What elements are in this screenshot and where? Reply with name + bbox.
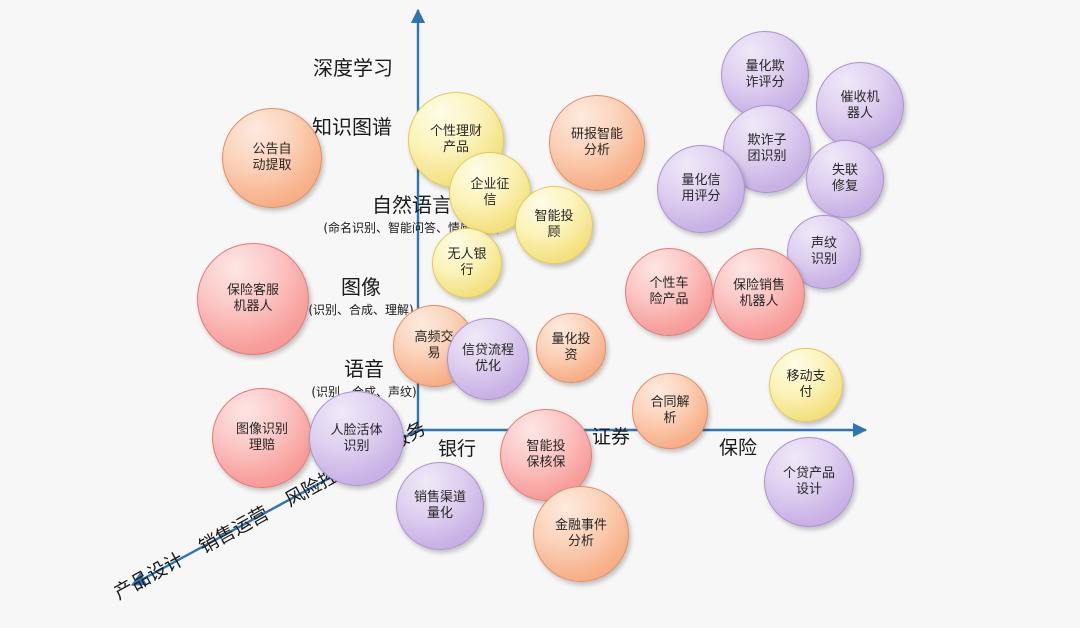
bubble-label: 量化欺 诈评分 (745, 59, 785, 90)
axis-label-nlp: 自然语言 (命名识别、智能问答、情感分析) (262, 189, 562, 236)
axis-label-image-main: 图像 (341, 275, 381, 299)
bubble-financial-event-analysis[interactable]: 金融事件 分析 (533, 486, 629, 582)
bubble-label: 图像识别 理赔 (235, 422, 288, 453)
axis-label-image-sub: (识别、合成、理解) (308, 303, 414, 317)
bubble-research-report-analysis[interactable]: 研报智能 分析 (549, 95, 645, 191)
bubble-label: 个性车 险产品 (649, 276, 689, 307)
bubble-label: 无人银行 (447, 247, 487, 278)
axis-label-image: 图像 (识别、合成、理解) (245, 271, 477, 318)
bubble-label: 金融事件 分析 (554, 518, 607, 549)
bubble-unmanned-bank[interactable]: 无人银行 (432, 228, 502, 298)
bubble-personal-auto-insurance[interactable]: 个性车 险产品 (625, 248, 713, 336)
bubble-label: 移动支付 (786, 369, 826, 400)
bubble-collection-robot[interactable]: 催收机 器人 (816, 62, 904, 150)
bubble-image-recognition-claims[interactable]: 图像识别 理赔 (212, 388, 312, 488)
axis-label-bank: 银行 (438, 438, 477, 460)
bubble-label: 个性理财 产品 (429, 124, 482, 155)
bubble-insurance-sales-robot[interactable]: 保险销售 机器人 (713, 248, 805, 340)
bubble-label: 声纹 识别 (810, 236, 837, 267)
bubble-personal-loan-product-design[interactable]: 个贷产品 设计 (764, 437, 854, 527)
bubble-quantitative-credit-scoring[interactable]: 量化信 用评分 (657, 145, 745, 233)
bubble-label: 欺诈子 团识别 (747, 133, 787, 164)
bubble-insurance-service-robot[interactable]: 保险客服 机器人 (197, 243, 309, 355)
axis-label-knowledge-graph-main: 知识图谱 (312, 115, 392, 139)
bubble-label: 量化投资 (551, 332, 591, 363)
axis-label-nlp-main: 自然语言 (372, 193, 452, 217)
axis-label-securities: 证券 (592, 426, 631, 448)
bubble-label: 保险客服 机器人 (226, 283, 279, 314)
bubble-label: 人脸活体 识别 (330, 422, 383, 454)
bubble-label: 合同解析 (650, 395, 690, 426)
axis-label-deep-learning: 深度学习 (313, 52, 393, 81)
bubble-quantitative-investment[interactable]: 量化投资 (536, 313, 606, 383)
bubble-contract-parsing[interactable]: 合同解析 (632, 373, 708, 449)
bubble-label: 智能投顾 (534, 209, 574, 240)
bubble-label: 量化信 用评分 (681, 173, 721, 204)
bubble-label: 信贷流程 优化 (461, 343, 514, 374)
bubble-label: 个贷产品 设计 (782, 466, 835, 497)
axis-label-knowledge-graph: 知识图谱 (312, 111, 392, 140)
axis-label-deep-learning-main: 深度学习 (313, 56, 393, 80)
bubble-label: 公告自 动提取 (252, 142, 292, 173)
axis-label-insurance: 保险 (719, 437, 758, 459)
bubble-label: 研报智能 分析 (570, 127, 623, 158)
bubble-sales-channel-quantification[interactable]: 销售渠道 量化 (396, 462, 484, 550)
bubble-label: 失联 修复 (831, 163, 858, 194)
axis-label-speech-main: 语音 (344, 357, 384, 381)
bubble-label: 保险销售 机器人 (732, 278, 785, 309)
bubble-smart-advisor[interactable]: 智能投顾 (515, 186, 593, 264)
bubble-announcement-extraction[interactable]: 公告自 动提取 (222, 108, 322, 208)
bubble-label: 销售渠道 量化 (413, 490, 466, 521)
bubble-smart-underwriting[interactable]: 智能投 保核保 (500, 409, 592, 501)
bubble-credit-process-optimization[interactable]: 信贷流程 优化 (447, 318, 529, 400)
bubble-face-liveness-detection[interactable]: 人脸活体 识别 (309, 391, 404, 486)
bubble-label: 催收机 器人 (840, 90, 880, 121)
bubble-lost-contact-repair[interactable]: 失联 修复 (806, 140, 884, 218)
bubble-label: 智能投 保核保 (526, 439, 566, 470)
bubble-label: 企业征信 (470, 177, 510, 208)
bubble-mobile-payment[interactable]: 移动支付 (769, 348, 843, 422)
bubble-label: 高频交易 (414, 330, 454, 361)
